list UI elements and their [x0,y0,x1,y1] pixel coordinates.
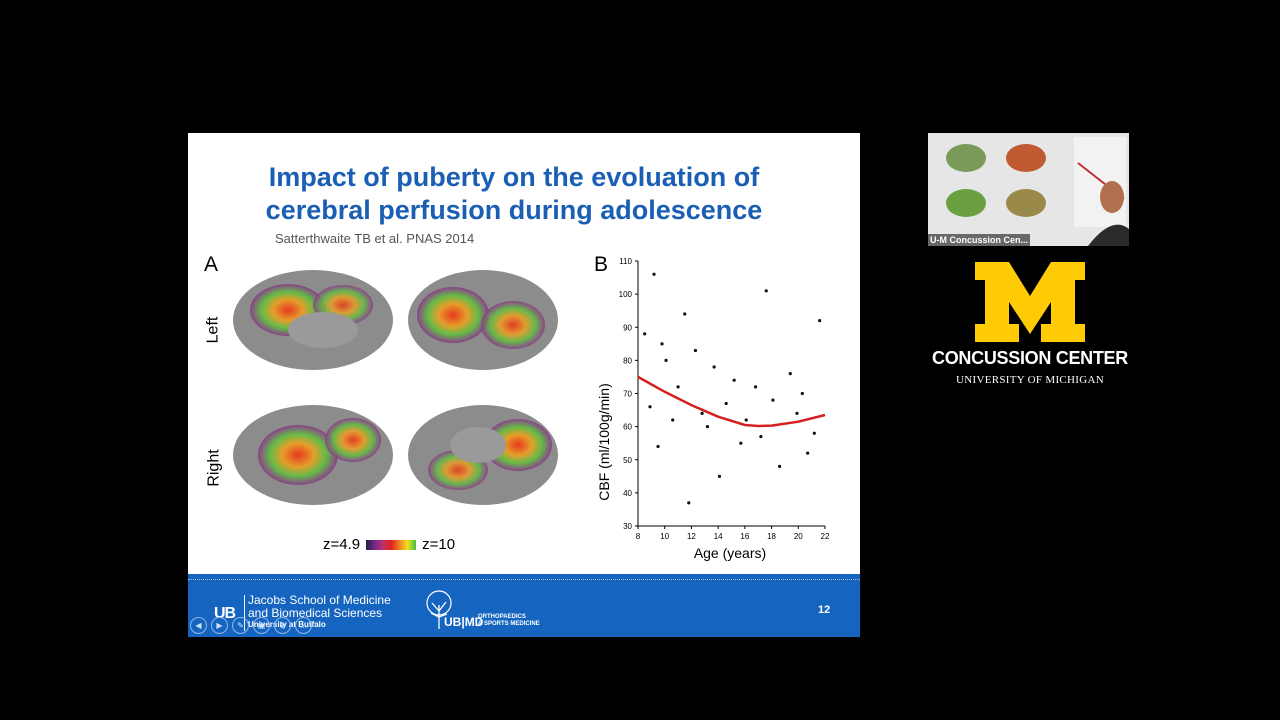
data-point [800,391,804,396]
y-tick-label: 70 [623,390,632,399]
data-point [652,272,656,276]
x-tick-label: 16 [740,532,749,541]
pen-tool-button[interactable]: ✎ [232,617,249,634]
brain-right-lateral [233,405,393,505]
chart-axes: 30 40 50 60 70 80 90 100 110 8 10 12 14 16 18 20 22 [619,257,830,541]
concussion-center-title: CONCUSSION CENTER [932,348,1128,368]
scale-min-label: z=4.9 [323,536,361,553]
presenter-name-label: U-M Concussion Cen... [928,234,1031,246]
data-point [664,358,668,362]
data-point [777,464,782,468]
logo-divider [244,595,245,631]
data-point [812,431,816,435]
data-point [806,451,810,455]
data-point [683,312,687,316]
school-name-line1: Jacobs School of Medicine [248,593,391,607]
university-of-michigan-subtitle: UNIVERSITY OF MICHIGAN [956,374,1104,386]
data-point [687,501,691,505]
slide-number: 12 [818,604,831,616]
slideshow-controls: ◀ ▶ ✎ ▣ ⊕ … [190,617,312,634]
footer-divider [188,579,860,580]
school-name: Jacobs School of Medicine and Biomedical… [248,594,391,620]
x-tick-label: 12 [687,532,696,541]
chart-points [643,272,822,505]
prev-slide-button[interactable]: ◀ [190,617,207,634]
x-tick-label: 10 [660,532,669,541]
presentation-slide: Impact of puberty on the evoluation of c… [188,133,860,637]
tree-logo-icon [426,590,452,629]
presenter-video-tile[interactable]: U-M Concussion Cen... [928,133,1129,246]
data-point [788,372,792,376]
data-point [739,441,743,445]
y-tick-label: 40 [623,489,632,498]
y-tick-label: 90 [623,323,632,332]
slide-title-line2: cerebral perfusion during adolescence [265,195,763,225]
x-tick-label: 8 [636,532,641,541]
data-point [732,378,736,382]
color-scale: z=4.9 z=10 [323,536,455,553]
data-point [764,289,768,293]
data-point [705,425,710,429]
fit-line [637,375,826,428]
data-point [795,411,799,415]
brain-perfusion-maps [233,270,558,505]
more-options-button[interactable]: … [295,617,312,634]
data-point [671,418,675,422]
brain-left-medial [233,270,393,370]
data-point [771,398,775,402]
y-tick-label: 80 [623,356,632,365]
y-tick-label: 50 [623,456,632,465]
data-point [712,365,716,369]
data-point [818,319,822,323]
data-point [753,385,758,389]
panel-a-label: A [204,253,219,276]
ubmd-subtitle: ORTHOPAEDICS & SPORTS MEDICINE [478,614,540,628]
data-point [676,385,680,389]
next-slide-button[interactable]: ▶ [211,617,228,634]
chart-ylabel: CBF (ml/100g/min) [596,383,612,500]
view-slides-button[interactable]: ▣ [253,617,270,634]
x-tick-label: 14 [714,532,723,541]
university-of-michigan-block-m-logo [975,262,1085,342]
citation: Satterthwaite TB et al. PNAS 2014 [275,231,475,246]
left-hemisphere-label: Left [204,316,222,344]
brain-right-medial [408,405,558,505]
data-point [724,401,728,406]
x-tick-label: 20 [794,532,803,541]
y-tick-label: 110 [619,257,632,266]
ubmd-sub-line2: & SPORTS MEDICINE [478,621,540,627]
y-tick-label: 30 [623,522,632,531]
scale-max-label: z=10 [422,536,456,553]
data-point [693,348,698,353]
y-tick-label: 60 [623,423,632,432]
slide-title-line1: Impact of puberty on the evoluation of [268,162,760,192]
data-point [648,405,652,409]
school-name-line2: and Biomedical Sciences [248,606,383,620]
data-point [643,332,647,336]
data-point [660,342,664,346]
data-point [717,474,722,478]
slide-title: Impact of puberty on the evoluation of c… [188,161,840,227]
right-hemisphere-label: Right [205,449,223,487]
brain-left-lateral [408,270,558,370]
data-point [700,411,704,415]
cbf-age-scatter-chart: 30 40 50 60 70 80 90 100 110 8 10 12 14 16 18 20 22 CBF … [596,257,830,561]
presenter-video-feed [928,133,1129,246]
x-tick-label: 18 [767,532,776,541]
ubmd-sub-line1: ORTHOPAEDICS [478,614,526,620]
y-tick-label: 100 [619,290,633,299]
ubmd-logo: UB|MD [444,615,484,629]
data-point [759,434,763,439]
zoom-button[interactable]: ⊕ [274,617,291,634]
color-scale-bar [366,539,417,550]
x-tick-label: 22 [821,532,830,541]
panel-b-label: B [594,253,609,276]
data-point [656,444,660,449]
data-point [744,418,748,422]
chart-xlabel: Age (years) [694,545,766,561]
